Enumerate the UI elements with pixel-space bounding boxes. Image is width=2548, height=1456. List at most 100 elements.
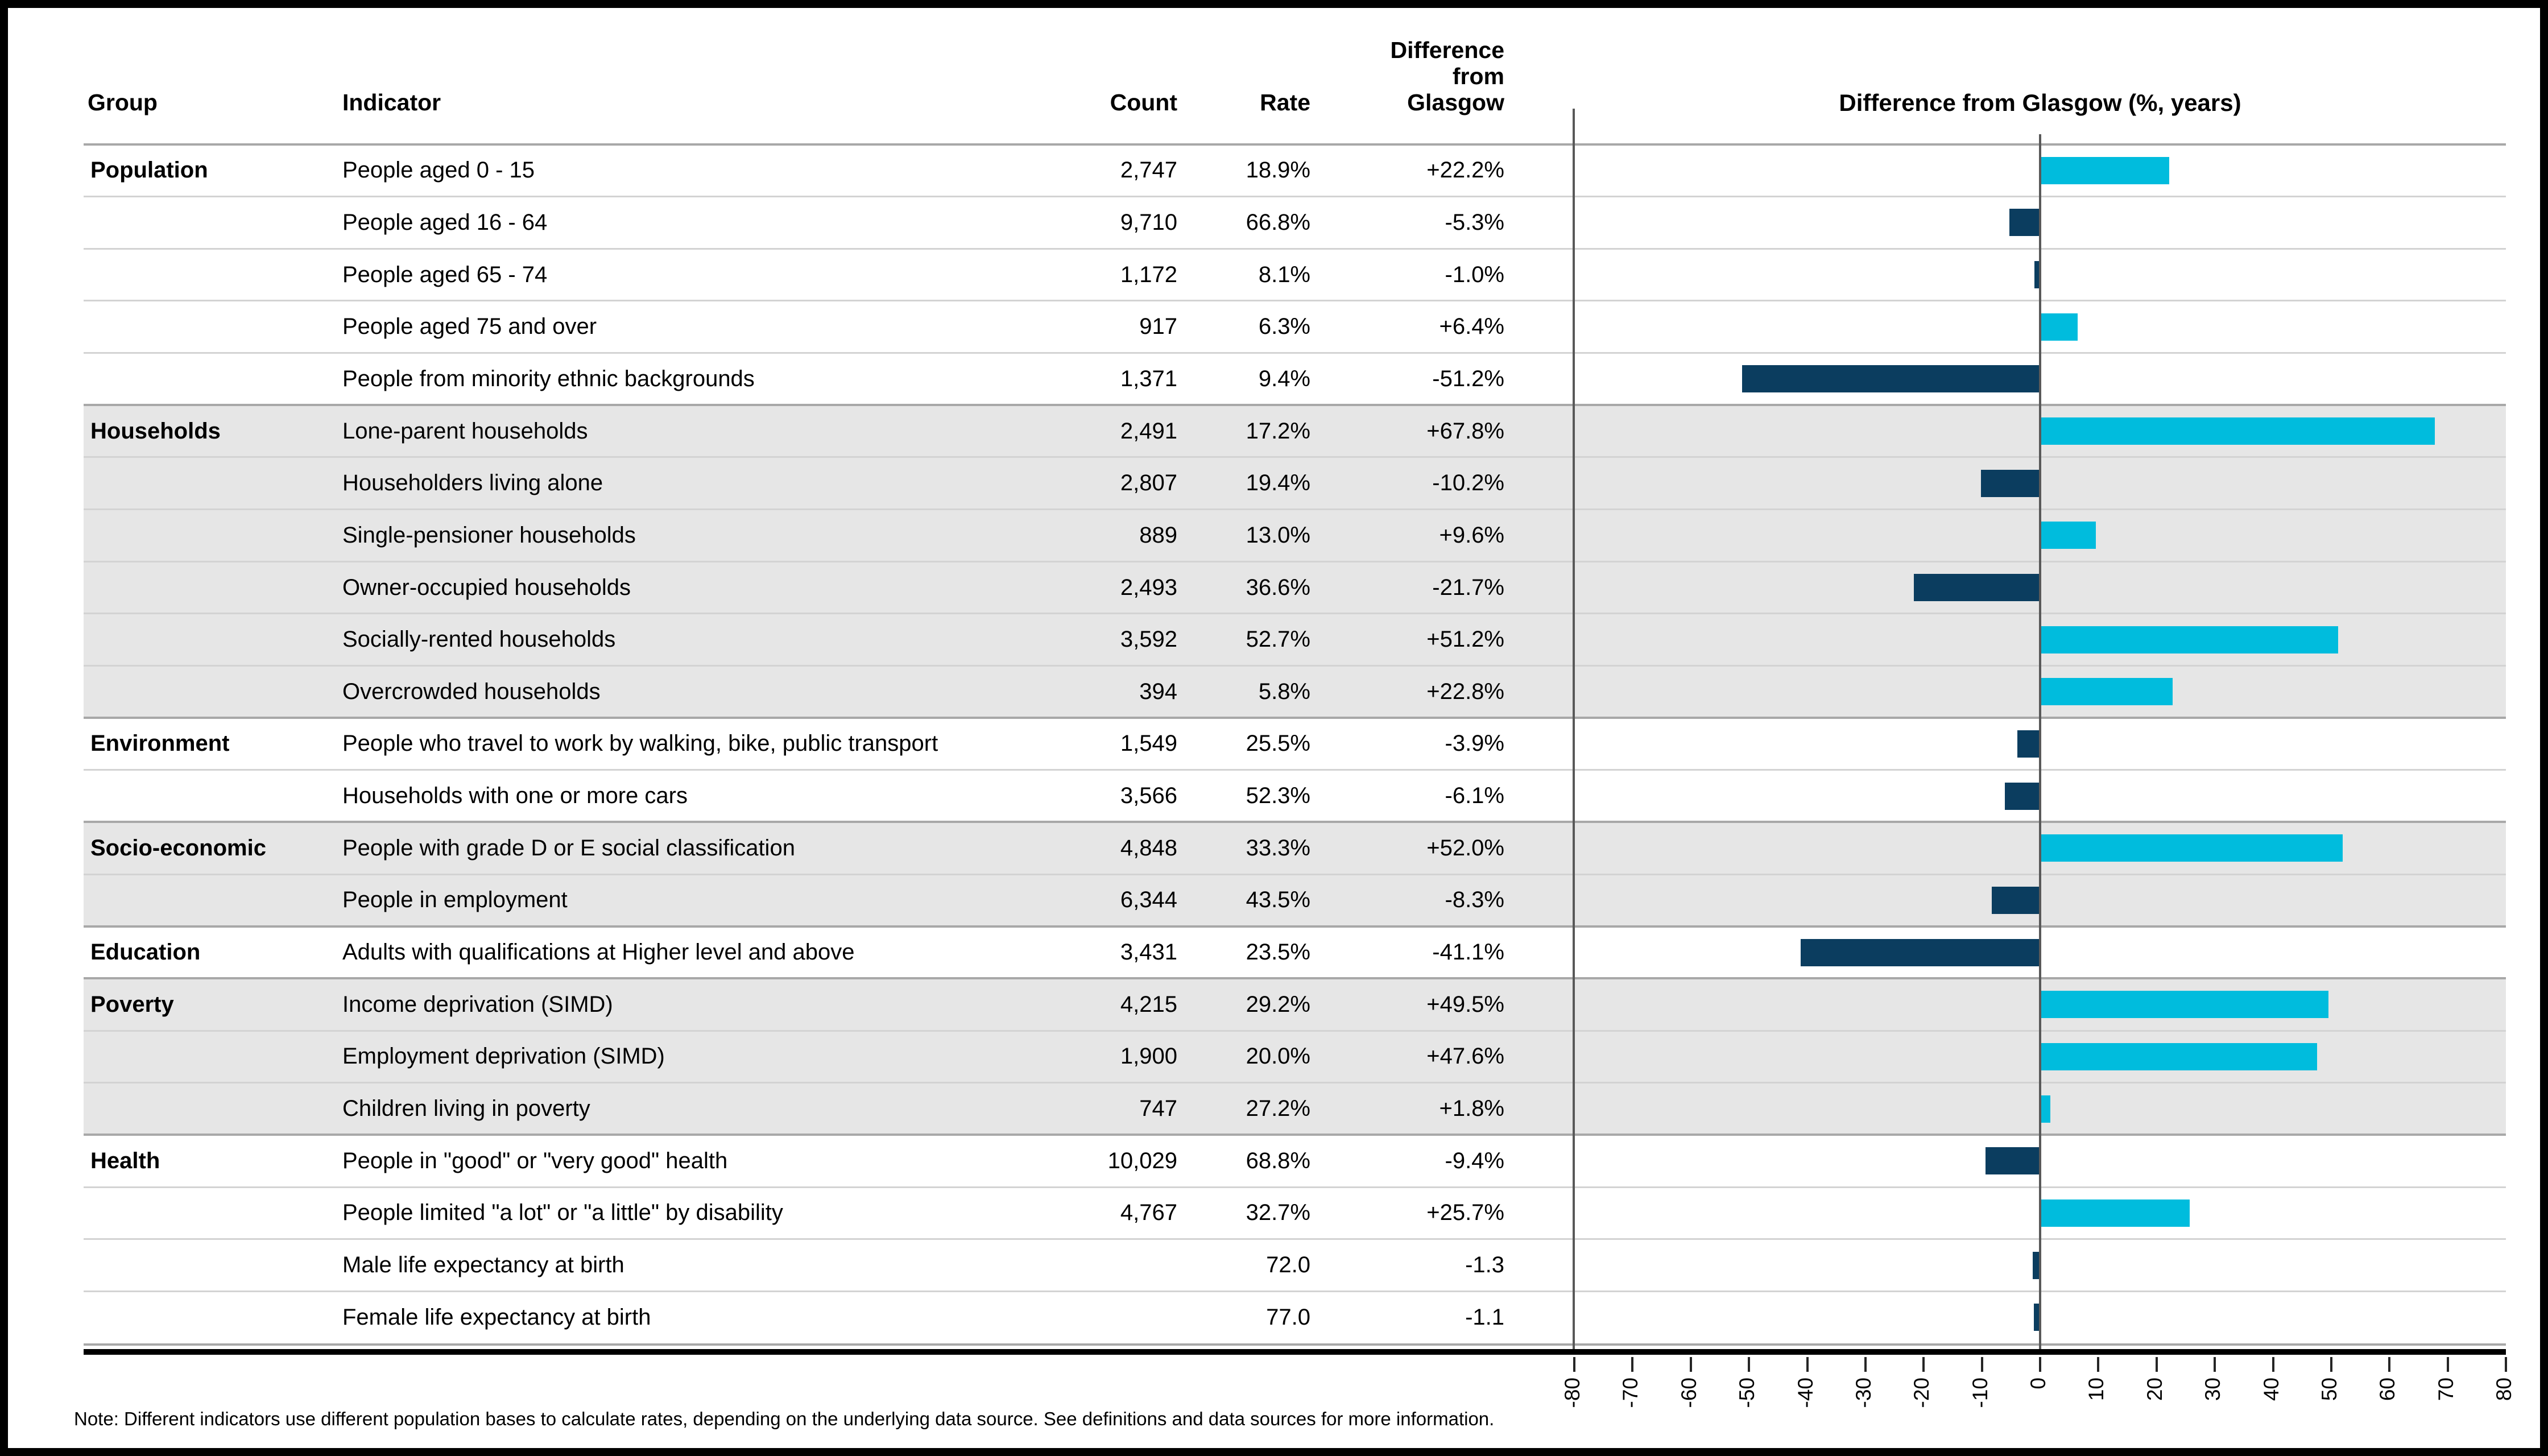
- count-cell: 4,215: [1120, 991, 1177, 1017]
- axis-tick: [1689, 1357, 1692, 1372]
- column-header-difference-label: Difference from Glasgow: [1390, 37, 1504, 116]
- rate-cell: 9.4%: [1258, 366, 1310, 391]
- indicator-cell: People aged 0 - 15: [342, 158, 535, 183]
- axis-tick: [2330, 1357, 2332, 1372]
- group-separator-line: [84, 717, 2506, 719]
- count-cell: 2,493: [1120, 574, 1177, 600]
- negative-diff-bar: [2032, 1251, 2040, 1279]
- negative-diff-bar: [1913, 574, 2040, 602]
- group-cell: Households: [90, 418, 221, 444]
- rate-cell: 19.4%: [1246, 470, 1310, 496]
- chart-title: Difference from Glasgow (%, years): [1574, 65, 2506, 116]
- axis-tick-label: -50: [1735, 1378, 1759, 1408]
- rate-cell: 66.8%: [1246, 209, 1310, 235]
- chart-title-label: Difference from Glasgow (%, years): [1839, 89, 2241, 116]
- rate-cell: 52.7%: [1246, 627, 1310, 652]
- difference-cell: -1.0%: [1445, 262, 1505, 287]
- row-separator-line: [84, 352, 2506, 354]
- count-cell: 394: [1139, 679, 1177, 704]
- axis-tick: [2214, 1357, 2216, 1372]
- group-separator-line: [84, 404, 2506, 407]
- table-row: Householders living alone 2,807 19.4% -10.2…: [84, 457, 2506, 510]
- table-row: Male life expectancy at birth 72.0 -1.3: [84, 1239, 2506, 1292]
- rate-cell: 13.0%: [1246, 522, 1310, 548]
- difference-cell: +6.4%: [1439, 314, 1504, 340]
- row-separator-line: [84, 300, 2506, 302]
- table-row: Environment People who travel to work by …: [84, 718, 2506, 770]
- rate-cell: 43.5%: [1246, 887, 1310, 913]
- group-separator-line: [84, 143, 2506, 146]
- row-separator-line: [84, 1029, 2506, 1032]
- axis-tick: [2097, 1357, 2100, 1372]
- indicator-cell: People aged 75 and over: [342, 314, 597, 340]
- positive-diff-bar: [2040, 1043, 2318, 1070]
- table-row: Education Adults with qualifications at H…: [84, 926, 2506, 979]
- negative-diff-bar: [1742, 365, 2040, 393]
- axis-tick-label: 20: [2142, 1378, 2166, 1401]
- footnote-text: Note: Different indicators use different…: [74, 1408, 1495, 1429]
- count-cell: 3,566: [1120, 783, 1177, 809]
- rate-cell: 29.2%: [1246, 991, 1310, 1017]
- table-bottom-line: [84, 1343, 2506, 1346]
- table-row: Poverty Income deprivation (SIMD) 4,215 29.…: [84, 978, 2506, 1031]
- table-row: Female life expectancy at birth 77.0 -1.1: [84, 1291, 2506, 1343]
- difference-cell: +51.2%: [1426, 627, 1504, 652]
- difference-cell: +22.2%: [1426, 158, 1504, 183]
- axis-tick: [2505, 1357, 2507, 1372]
- group-cell: Environment: [90, 731, 230, 756]
- axis-tick-label: -70: [1619, 1378, 1643, 1408]
- difference-cell: -10.2%: [1432, 470, 1504, 496]
- axis-tick-label: -10: [1968, 1378, 1992, 1408]
- table-row: Households with one or more cars 3,566 52.…: [84, 770, 2506, 822]
- positive-diff-bar: [2040, 417, 2435, 445]
- count-cell: 3,431: [1120, 940, 1177, 965]
- group-separator-line: [84, 821, 2506, 824]
- difference-cell: -9.4%: [1445, 1148, 1505, 1173]
- rate-cell: 52.3%: [1246, 783, 1310, 809]
- axis-tick-label: -80: [1561, 1378, 1584, 1408]
- indicator-cell: People from minority ethnic backgrounds: [342, 366, 755, 391]
- positive-diff-bar: [2040, 156, 2170, 184]
- group-cell: Health: [90, 1148, 160, 1173]
- count-cell: 889: [1139, 522, 1177, 548]
- count-cell: 10,029: [1107, 1148, 1177, 1173]
- indicator-cell: Overcrowded households: [342, 679, 601, 704]
- count-cell: 6,344: [1120, 887, 1177, 913]
- table-row: People aged 16 - 64 9,710 66.8% -5.3%: [84, 196, 2506, 249]
- table-row: People from minority ethnic backgrounds 1…: [84, 353, 2506, 406]
- positive-diff-bar: [2040, 991, 2328, 1019]
- indicator-cell: People limited "a lot" or "a little" by …: [342, 1200, 783, 1226]
- axis-tick-label: 0: [2026, 1378, 2050, 1389]
- rate-cell: 18.9%: [1246, 158, 1310, 183]
- count-cell: 9,710: [1120, 209, 1177, 235]
- row-separator-line: [84, 1082, 2506, 1084]
- difference-cell: +67.8%: [1426, 418, 1504, 444]
- indicator-cell: Households with one or more cars: [342, 783, 688, 809]
- rate-cell: 36.6%: [1246, 574, 1310, 600]
- axis-tick-label: -20: [1910, 1378, 1934, 1408]
- rate-cell: 68.8%: [1246, 1148, 1310, 1173]
- axis-bottom-line: [84, 1349, 2506, 1355]
- axis-tick-label: 60: [2376, 1378, 2400, 1401]
- difference-cell: +1.8%: [1439, 1096, 1504, 1122]
- difference-cell: +25.7%: [1426, 1200, 1504, 1226]
- negative-diff-bar: [1980, 469, 2040, 497]
- axis-tick-label: -30: [1851, 1378, 1875, 1408]
- column-header-group: Group: [88, 65, 158, 116]
- column-header-count: Count: [1007, 65, 1177, 116]
- count-cell: 4,848: [1120, 835, 1177, 861]
- difference-cell: -5.3%: [1445, 209, 1505, 235]
- row-separator-line: [84, 1186, 2506, 1188]
- row-separator-line: [84, 769, 2506, 771]
- table-row: Health People in "good" or "very good" he…: [84, 1135, 2506, 1188]
- rate-cell: 23.5%: [1246, 940, 1310, 965]
- indicator-cell: Female life expectancy at birth: [342, 1304, 651, 1330]
- axis-tick: [2155, 1357, 2158, 1372]
- row-separator-line: [84, 1238, 2506, 1240]
- group-separator-line: [84, 925, 2506, 928]
- positive-diff-bar: [2040, 522, 2096, 549]
- group-cell: Population: [90, 158, 208, 183]
- indicator-cell: People with grade D or E social classifi…: [342, 835, 795, 861]
- row-separator-line: [84, 196, 2506, 198]
- column-header-indicator: Indicator: [342, 65, 441, 116]
